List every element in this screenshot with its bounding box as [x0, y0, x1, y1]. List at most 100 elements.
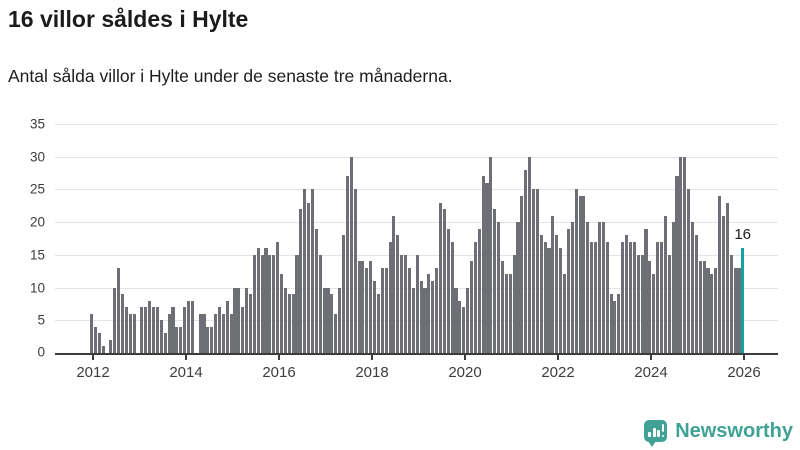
bar [675, 176, 679, 353]
bar [570, 222, 574, 353]
bar [392, 215, 396, 353]
bar [291, 294, 295, 353]
bar [462, 307, 466, 353]
bar [706, 267, 710, 353]
bar [396, 235, 400, 353]
x-axis-tick [557, 355, 559, 360]
bar [625, 235, 629, 353]
bar [357, 261, 361, 353]
bar [295, 254, 299, 353]
bar [531, 189, 536, 353]
bar [214, 313, 218, 353]
bar [225, 300, 229, 353]
bar [113, 287, 117, 353]
bar [694, 235, 698, 353]
bar [648, 261, 652, 353]
bar [574, 189, 578, 353]
x-axis-label: 2018 [355, 364, 389, 381]
bar [237, 287, 241, 353]
bar [551, 215, 555, 353]
bar [435, 267, 439, 353]
bar [210, 326, 214, 353]
newsworthy-logo[interactable]: Newsworthy [644, 416, 793, 447]
bar [423, 287, 427, 353]
bar [415, 254, 419, 353]
bar [264, 248, 268, 353]
bar [369, 261, 373, 353]
x-axis-label: 2024 [634, 364, 668, 381]
bar [621, 241, 625, 353]
x-axis-label: 2022 [541, 364, 575, 381]
bar [690, 222, 695, 353]
bar [640, 254, 644, 353]
bar [179, 326, 183, 353]
bar [497, 222, 501, 353]
newsworthy-chart-bubble-icon [644, 420, 668, 447]
bar [632, 241, 636, 353]
x-axis-tick [650, 355, 652, 360]
bar [388, 241, 392, 353]
bar [121, 294, 125, 353]
bar [326, 287, 330, 353]
x-axis-label: 2014 [169, 364, 203, 381]
bar [376, 294, 380, 353]
bar [342, 235, 346, 353]
bar [458, 300, 462, 353]
gridline-y-30 [55, 156, 778, 158]
bar [729, 254, 733, 353]
bar [186, 300, 191, 353]
bar [539, 235, 543, 353]
bar [698, 261, 702, 353]
gridline-y-35 [55, 123, 778, 125]
bar [190, 300, 194, 353]
highlighted-bar [741, 248, 745, 353]
bar [117, 267, 121, 353]
bar [605, 241, 609, 353]
bar [411, 287, 415, 353]
bar [524, 169, 528, 353]
bar [349, 156, 353, 353]
bar [167, 313, 171, 353]
bar [404, 254, 408, 353]
bar [628, 241, 632, 353]
bar [152, 307, 156, 353]
bar [334, 313, 338, 353]
bar [500, 261, 505, 353]
bar [101, 346, 105, 353]
bar [202, 313, 206, 353]
bar [528, 156, 532, 353]
y-axis-label: 30 [29, 149, 45, 165]
y-axis-label: 5 [37, 312, 45, 328]
bar [601, 222, 605, 353]
bar [473, 241, 477, 353]
y-axis-label: 20 [29, 214, 45, 230]
x-axis-label: 2016 [262, 364, 296, 381]
bar [597, 222, 601, 353]
bar [450, 241, 454, 353]
bar [217, 307, 222, 353]
bar [124, 307, 128, 353]
bar [442, 209, 446, 353]
x-axis-label: 2012 [76, 364, 110, 381]
bar [183, 307, 187, 353]
y-axis-label: 25 [29, 181, 45, 197]
bar [338, 287, 342, 353]
bar [683, 156, 687, 353]
bar [586, 222, 590, 353]
gridline-y-20 [55, 222, 778, 224]
bar [132, 313, 136, 353]
bar [493, 209, 497, 353]
bar [535, 189, 539, 353]
bar [594, 241, 598, 353]
bar [508, 274, 512, 353]
bar [718, 195, 722, 353]
bar [206, 326, 210, 353]
bar [272, 254, 276, 353]
x-axis-label: 2020 [448, 364, 482, 381]
highlight-value-label: 16 [734, 226, 752, 244]
bar [469, 261, 474, 353]
bar [652, 274, 656, 353]
bar [90, 313, 94, 353]
bar [710, 274, 714, 353]
bar [283, 287, 287, 353]
